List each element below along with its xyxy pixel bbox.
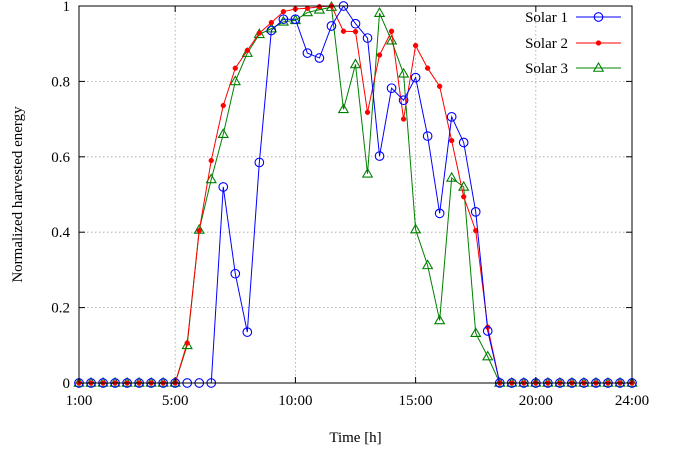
y-tick-label: 1 xyxy=(63,0,71,15)
legend-entry: Solar 1 xyxy=(525,10,621,26)
series-solar-3 xyxy=(73,1,638,387)
data-point xyxy=(482,326,493,336)
legend-label: Solar 1 xyxy=(525,10,568,26)
data-point xyxy=(449,137,455,144)
y-tick-label: 0 xyxy=(63,376,71,392)
data-point xyxy=(364,109,371,115)
data-point xyxy=(421,259,434,270)
data-point xyxy=(266,25,277,36)
data-point xyxy=(412,42,419,49)
data-point xyxy=(196,228,202,234)
data-point xyxy=(241,47,254,57)
legend-entry: Solar 3 xyxy=(525,61,621,77)
data-point xyxy=(301,6,314,17)
data-point xyxy=(361,167,374,178)
data-point xyxy=(349,58,362,69)
data-point xyxy=(437,83,443,89)
legend-marker xyxy=(595,40,602,46)
data-point xyxy=(181,339,193,350)
x-tick-label: 20:00 xyxy=(519,393,553,409)
data-point xyxy=(304,5,311,11)
legend: Solar 1 Solar 2 Solar 3 xyxy=(525,10,621,77)
x-tick-label: 1:00 xyxy=(66,393,93,409)
data-point xyxy=(316,4,323,10)
legend-entry: Solar 2 xyxy=(525,36,621,52)
data-point xyxy=(482,350,494,361)
data-point xyxy=(470,327,482,338)
data-point xyxy=(433,314,446,325)
data-point xyxy=(398,95,409,106)
data-point xyxy=(229,75,241,86)
y-tick-label: 0.6 xyxy=(51,150,70,166)
series-layer xyxy=(73,1,638,388)
data-point xyxy=(461,194,467,200)
data-point xyxy=(314,53,325,63)
data-point xyxy=(352,28,359,35)
data-point xyxy=(385,34,398,45)
data-point xyxy=(424,65,431,71)
data-point xyxy=(340,28,347,34)
data-point xyxy=(337,103,350,114)
data-point xyxy=(254,157,265,168)
legend-label: Solar 3 xyxy=(525,61,568,77)
x-axis-title: Time [h] xyxy=(329,430,381,446)
data-point xyxy=(386,83,397,94)
legend-marker xyxy=(592,61,605,72)
data-point xyxy=(397,67,410,78)
data-point xyxy=(434,208,445,219)
data-point xyxy=(217,128,229,138)
data-point xyxy=(376,52,383,58)
y-tick-label: 0.8 xyxy=(51,74,70,90)
data-point xyxy=(232,65,238,71)
data-point xyxy=(205,173,217,184)
data-point xyxy=(326,21,337,31)
x-tick-label: 24:00 xyxy=(615,393,649,409)
y-tick-label: 0.4 xyxy=(51,225,70,241)
y-tick-label: 0.2 xyxy=(51,301,70,317)
data-point xyxy=(184,340,190,346)
plot-frame xyxy=(78,5,633,384)
axis-ticks: 1:00 5:00 10:00 15:00 20:00 24:00 0 0.2 0.4 0.6 0.… xyxy=(51,0,649,409)
legend-marker xyxy=(593,12,604,22)
data-point xyxy=(256,30,262,36)
data-point xyxy=(244,47,250,54)
data-point xyxy=(242,327,253,337)
data-point xyxy=(400,116,407,122)
data-point xyxy=(278,14,289,25)
x-tick-label: 10:00 xyxy=(278,393,312,409)
data-point xyxy=(280,9,287,15)
data-point xyxy=(220,102,226,109)
data-point xyxy=(373,7,386,17)
x-tick-label: 5:00 xyxy=(162,393,189,409)
data-point xyxy=(230,268,241,279)
data-point xyxy=(290,14,301,25)
grid-lines xyxy=(79,6,632,383)
y-axis-title: Normalized harvested energy xyxy=(10,106,26,283)
legend-label: Solar 2 xyxy=(525,36,568,52)
data-point xyxy=(302,48,313,58)
data-point xyxy=(445,171,458,182)
data-point xyxy=(470,206,481,217)
data-point xyxy=(313,3,326,14)
data-point xyxy=(409,223,422,234)
data-point xyxy=(268,19,274,26)
data-point xyxy=(362,33,373,43)
data-point xyxy=(458,137,469,148)
data-point xyxy=(410,72,421,83)
data-point xyxy=(388,28,395,34)
x-tick-label: 15:00 xyxy=(399,393,433,409)
data-point xyxy=(218,182,229,192)
data-point xyxy=(422,131,433,141)
data-point xyxy=(374,151,385,161)
data-point xyxy=(208,157,214,164)
data-point xyxy=(350,18,361,29)
data-point xyxy=(446,111,457,122)
